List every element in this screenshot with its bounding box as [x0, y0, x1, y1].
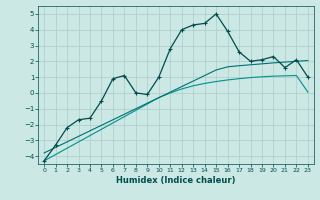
X-axis label: Humidex (Indice chaleur): Humidex (Indice chaleur)	[116, 176, 236, 185]
